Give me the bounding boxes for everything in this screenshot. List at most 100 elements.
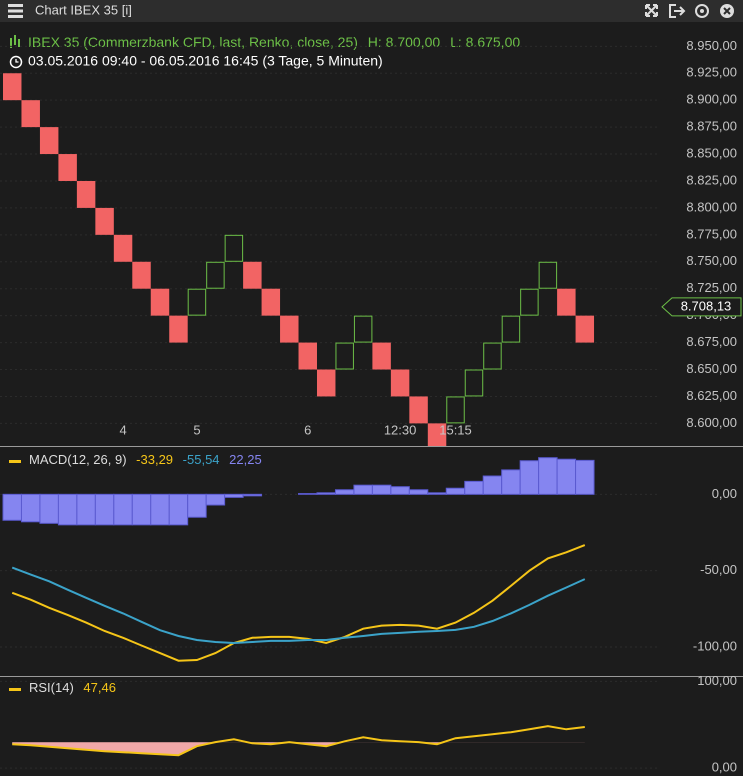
y-tick-label: -50,00 [700, 562, 737, 577]
renko-brick-up [538, 261, 558, 289]
histogram-last: 22,25 [229, 452, 262, 467]
histogram-bar [2, 493, 22, 521]
renko-brick-down [150, 288, 170, 316]
renko-brick-up [224, 234, 244, 262]
renko-brick-up [206, 261, 225, 289]
renko-brick-down [21, 100, 40, 128]
renko-brick-down [372, 342, 391, 370]
y-tick-label: 8.725,00 [686, 280, 737, 295]
rsi-title: RSI(14) [29, 680, 74, 695]
close-icon[interactable] [720, 4, 734, 18]
renko-brick-down [169, 315, 188, 343]
line [11, 566, 586, 645]
y-tick-label: 8.925,00 [686, 65, 737, 80]
plot-area [0, 45, 660, 446]
macd-title: MACD(12, 26, 9) [29, 452, 127, 467]
histogram-bar [205, 493, 226, 506]
histogram-bar [150, 493, 170, 526]
renko-brick-down [298, 342, 317, 370]
histogram-bar [371, 484, 392, 495]
plot-area [0, 457, 660, 662]
histogram-bar [20, 493, 41, 523]
line [12, 725, 585, 757]
renko-brick-down [3, 73, 22, 101]
histogram-bar [482, 475, 503, 495]
instrument-icon [10, 35, 20, 48]
histogram-bar [556, 458, 577, 495]
line [11, 544, 586, 662]
renko-brick-down [58, 154, 77, 181]
y-tick-label: 8.825,00 [686, 172, 737, 187]
histogram-bar [334, 489, 355, 495]
macd-last: -33,29 [136, 452, 173, 467]
y-tick-label: 8.625,00 [686, 388, 737, 403]
high-label: H: 8.700,00 [368, 34, 441, 50]
y-tick-label: 8.950,00 [686, 38, 737, 53]
renko-brick-up [446, 396, 465, 424]
x-tick-label: 12:30 [384, 422, 417, 437]
renko-brick-down [409, 396, 428, 424]
renko-brick-down [316, 369, 336, 397]
y-tick-label: 8.900,00 [686, 92, 737, 107]
main-legend: IBEX 35 (Commerzbank CFD, last, Renko, c… [28, 34, 520, 50]
renko-brick-up [464, 369, 484, 397]
histogram-bar [501, 469, 521, 495]
histogram-bar [76, 493, 96, 526]
renko-brick-down [243, 261, 262, 289]
macd-legend: MACD(12, 26, 9) -33,29 -55,54 22,25 [29, 452, 262, 467]
title-bar [0, 0, 743, 22]
rsi-legend: RSI(14) 47,46 [29, 680, 116, 695]
renko-brick-up [483, 342, 502, 370]
renko-brick-up [187, 288, 207, 316]
x-tick-label: 15:15 [439, 422, 472, 437]
histogram-bar [538, 457, 558, 495]
histogram-bar [519, 460, 540, 495]
histogram-bar [94, 493, 115, 526]
histogram-bar [224, 493, 244, 498]
histogram-bar [57, 493, 78, 526]
settings-icon[interactable] [695, 4, 709, 18]
y-tick-label: 8.750,00 [686, 253, 737, 268]
renko-brick-down [427, 423, 447, 446]
histogram-bar [39, 493, 59, 524]
renko-brick-down [132, 261, 151, 289]
expand-icon[interactable] [645, 4, 658, 17]
y-tick-label: 0,00 [712, 486, 737, 501]
window-title: Chart IBEX 35 [i] [35, 2, 132, 17]
y-tick-label: 100,00 [697, 673, 737, 688]
renko-brick-down [113, 234, 133, 262]
renko-brick-up [335, 342, 354, 370]
legend-swatch [9, 460, 21, 463]
renko-brick-down [390, 369, 410, 397]
renko-brick-down [95, 207, 114, 235]
histogram-bar [427, 492, 447, 495]
histogram-bar [390, 486, 410, 495]
y-tick-label: 8.600,00 [686, 415, 737, 430]
renko-brick-down [39, 127, 59, 155]
low-label: L: 8.675,00 [450, 34, 520, 50]
histogram-bar [575, 459, 595, 495]
histogram-bar [113, 493, 133, 526]
last-price-tag [661, 297, 742, 317]
histogram-bar [464, 480, 484, 495]
y-tick-label: 8.775,00 [686, 226, 737, 241]
menu-icon[interactable] [8, 4, 23, 18]
x-tick-label: 4 [119, 422, 126, 437]
plot-area [0, 680, 660, 769]
last-price-label: 8.708,13 [681, 298, 732, 313]
y-tick-label: 8.675,00 [686, 334, 737, 349]
clock-icon [9, 55, 23, 69]
renko-brick-up [353, 315, 373, 343]
detach-icon[interactable] [669, 4, 686, 18]
histogram-bar [168, 493, 189, 526]
legend-swatch [9, 688, 21, 691]
renko-brick-down [575, 315, 595, 343]
histogram-bar [131, 493, 152, 526]
period-label: 03.05.2016 09:40 - 06.05.2016 16:45 (3 T… [28, 53, 383, 69]
histogram-bar [316, 492, 336, 495]
renko-brick-down [280, 315, 299, 343]
histogram-bar [353, 484, 373, 495]
x-tick-label: 5 [193, 422, 200, 437]
